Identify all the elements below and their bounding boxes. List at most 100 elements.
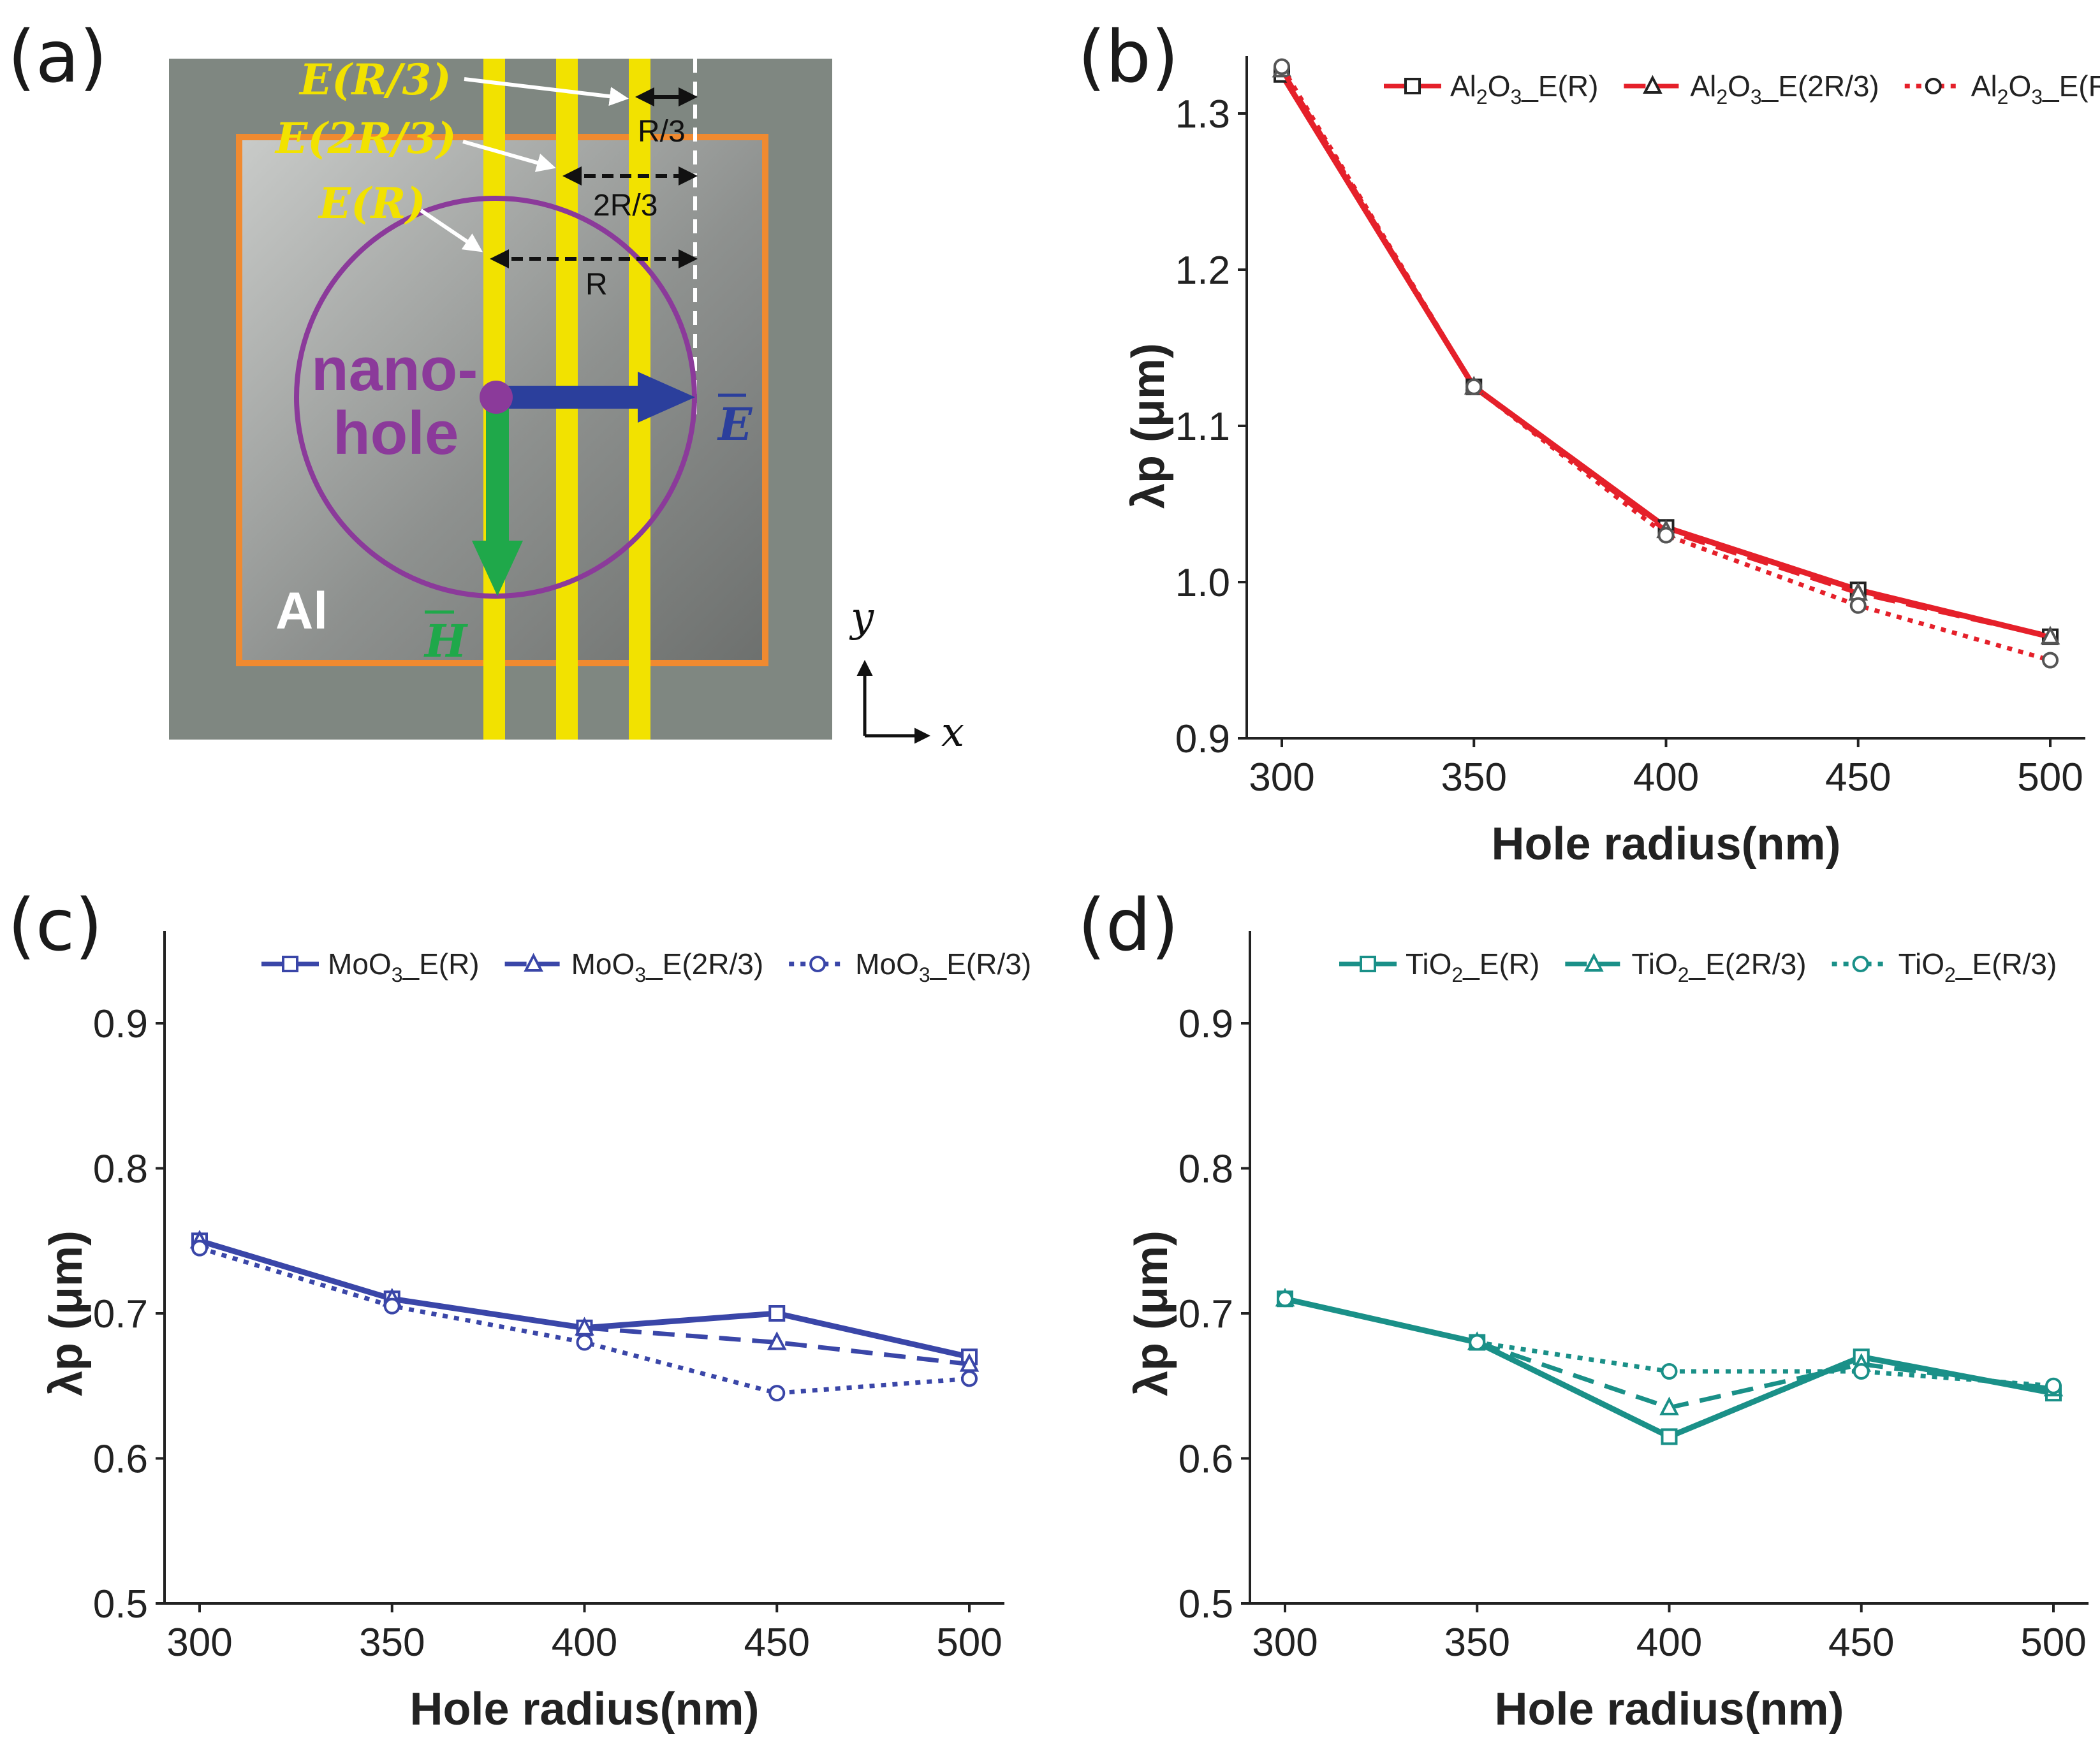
legend-subscript: 3	[392, 963, 403, 986]
data-point	[191, 1239, 208, 1257]
field-label-e-r: E(R)	[318, 179, 426, 228]
legend-base: TiO	[1631, 947, 1677, 981]
legend-entry: MoO3_E(2R/3)	[571, 947, 764, 986]
data-point	[961, 1370, 978, 1387]
h-vector-label: H	[423, 615, 468, 668]
legend-entry: TiO2_E(R)	[1406, 947, 1539, 986]
legend-base: Al	[1690, 69, 1716, 103]
y-tick-label: 0.8	[1178, 1148, 1233, 1192]
y-tick-label: 0.9	[1175, 717, 1230, 761]
legend-subscript: 2	[1716, 85, 1728, 108]
y-tick-label: 1.2	[1175, 249, 1230, 293]
x-tick-label: 450	[1825, 756, 1891, 799]
data-point	[576, 1334, 593, 1351]
legend-subscript: 3	[1510, 85, 1522, 108]
x-tick-label: 300	[166, 1621, 232, 1665]
legend-subscript: 3	[1751, 85, 1762, 108]
legend-subscript: 2	[1476, 85, 1488, 108]
coord-axis-x-label: x	[941, 709, 964, 756]
legend-swatch-marker	[1643, 75, 1663, 94]
dimension-label-r3: R/3	[638, 115, 686, 149]
data-point	[1853, 1363, 1870, 1380]
y-tick-label: 0.6	[93, 1438, 148, 1482]
series-line	[1280, 68, 2051, 639]
data-point	[767, 1331, 787, 1350]
legend-suffix: _E(R)	[1521, 69, 1598, 103]
y-tick-label: 0.8	[93, 1148, 148, 1192]
data-point	[2042, 652, 2059, 669]
legend-entry: Al2O3_E(R)	[1450, 69, 1598, 108]
panel-label-c: (c)	[8, 884, 103, 967]
pointer-arrow-e-r	[420, 208, 483, 252]
data-point	[768, 1305, 786, 1322]
data-point	[1659, 1396, 1679, 1415]
legend-suffix: _E(R/3)	[930, 947, 1031, 981]
h-vector-head	[472, 541, 523, 596]
legend-base: Al	[1450, 69, 1476, 103]
e-vector-label: E	[717, 398, 753, 451]
field-label-e-r3: E(R/3)	[298, 55, 452, 105]
e-vector-shaft	[496, 386, 643, 409]
series-line	[1279, 73, 2052, 640]
legend-mid: O	[2008, 69, 2031, 103]
legend-subscript: 3	[635, 963, 646, 986]
legend-suffix: _E(R/3)	[1955, 947, 2057, 981]
dimension-label-r: R	[585, 268, 608, 302]
data-point	[768, 1385, 786, 1402]
data-point	[1274, 58, 1290, 75]
legend-swatch-marker	[1584, 953, 1604, 972]
data-point	[1277, 1290, 1293, 1308]
vector-origin-dot	[480, 381, 513, 414]
y-axis-title: λp (μm)	[1123, 343, 1174, 509]
legend-base: MoO	[571, 947, 635, 981]
y-axis-title: λp (μm)	[1126, 1230, 1177, 1396]
x-tick-label: 300	[1252, 1621, 1318, 1665]
panel-label-b: (b)	[1078, 16, 1178, 99]
chart-d: 0.5 0.6 0.7 0.8 0.9 300 350 400 450 500 Hole radiu…	[1126, 931, 2089, 1735]
pointer-arrow-e-r3	[464, 77, 629, 106]
series-line	[198, 1238, 970, 1367]
data-point	[1469, 1334, 1486, 1351]
x-axis-title: Hole radius(nm)	[409, 1684, 759, 1735]
legend-base: TiO	[1406, 947, 1451, 981]
x-tick-label: 500	[2020, 1621, 2086, 1665]
x-axis-title: Hole radius(nm)	[1494, 1684, 1844, 1735]
field-label-e-2r3: E(2R/3)	[274, 113, 457, 163]
x-tick-label: 450	[1828, 1621, 1894, 1665]
legend-swatch-marker	[524, 953, 543, 972]
legend-suffix: _E(R)	[402, 947, 479, 981]
chart-b: 0.9 1.0 1.1 1.2 1.3 300 350 400 450 500 Hole radiu…	[1123, 56, 2100, 870]
x-tick-label: 350	[1444, 1621, 1510, 1665]
legend-suffix: _E(R/3)	[2042, 69, 2100, 103]
legend-suffix: _E(R)	[1462, 947, 1539, 981]
data-point	[1661, 1428, 1678, 1445]
y-tick-label: 0.5	[1178, 1582, 1233, 1626]
legend-suffix: _E(2R/3)	[1689, 947, 1807, 981]
data-point	[2045, 1377, 2062, 1394]
legend-subscript: 3	[2031, 85, 2043, 108]
y-tick-label: 1.3	[1175, 92, 1230, 136]
legend-swatch-marker	[809, 956, 826, 972]
pointer-arrow-e-2r3	[462, 140, 556, 172]
chart-c: 0.5 0.6 0.7 0.8 0.9 300 350 400 450 500 Hole radiu…	[41, 931, 1031, 1735]
coord-axis-y-label: y	[849, 594, 874, 641]
legend-base: MoO	[328, 947, 392, 981]
x-tick-label: 350	[359, 1621, 425, 1665]
legend-subscript: 2	[1451, 963, 1463, 986]
legend-entry: TiO2_E(2R/3)	[1631, 947, 1806, 986]
legend-entry: Al2O3_E(2R/3)	[1690, 69, 1879, 108]
legend-base: Al	[1971, 69, 1997, 103]
data-point	[2040, 625, 2060, 645]
legend-subscript: 2	[1997, 85, 2009, 108]
x-tick-label: 500	[2017, 756, 2083, 799]
x-tick-label: 400	[552, 1621, 617, 1665]
legend-swatch-marker	[282, 956, 298, 972]
y-axis-title: λp (μm)	[41, 1230, 92, 1396]
legend-swatch-marker	[1360, 956, 1376, 972]
x-axis-title: Hole radius(nm)	[1491, 819, 1840, 870]
y-tick-label: 1.0	[1175, 561, 1230, 605]
legend-suffix: _E(2R/3)	[1761, 69, 1879, 103]
legend-subscript: 2	[1944, 963, 1956, 986]
legend-swatch-marker	[1925, 78, 1942, 94]
